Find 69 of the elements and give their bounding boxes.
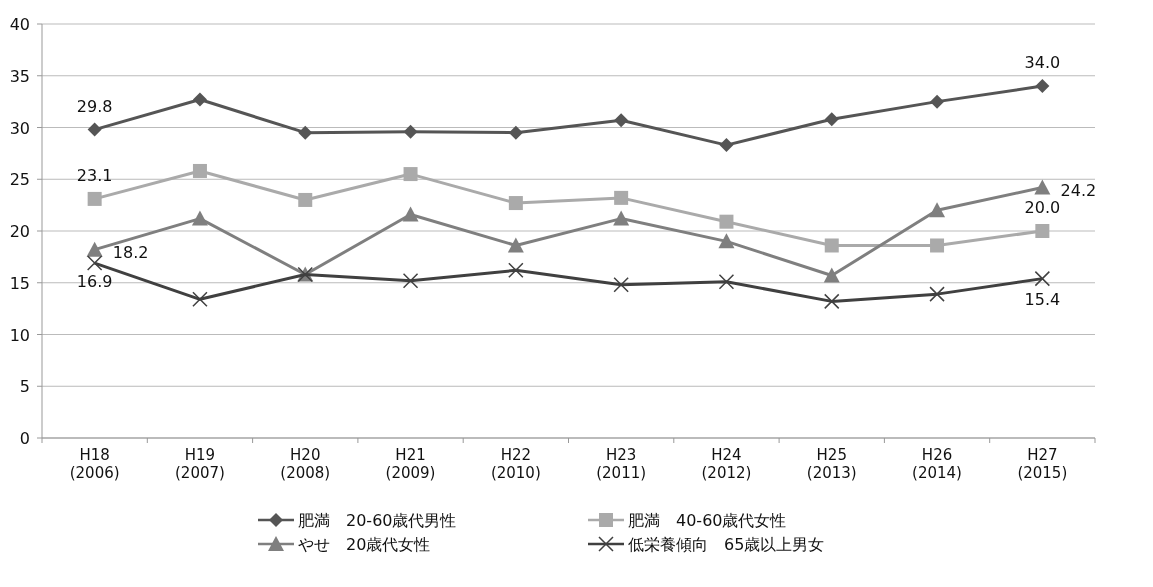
point <box>403 124 418 139</box>
point <box>613 210 630 226</box>
x-tick-label: H27 (2015) <box>1017 446 1068 482</box>
x-tick-label: H18 (2006) <box>69 446 120 482</box>
y-tick-label: 0 <box>19 429 30 448</box>
legend-label: 肥満 40-60歳代女性 <box>628 511 787 530</box>
point <box>192 291 208 308</box>
x-tick-label: H19 (2007) <box>175 446 225 482</box>
x-tick-label: H23 (2011) <box>596 446 647 482</box>
point <box>1035 79 1050 94</box>
point <box>191 210 208 226</box>
point <box>614 113 629 128</box>
data-label: 34.0 <box>1024 53 1061 73</box>
legend-label: 肥満 20-60歳代男性 <box>298 511 457 530</box>
y-tick-label: 40 <box>9 15 30 34</box>
data-label: 18.2 <box>112 242 149 262</box>
point <box>402 206 419 222</box>
point <box>719 214 734 229</box>
point <box>718 273 735 290</box>
point <box>87 122 102 137</box>
point <box>508 262 524 279</box>
x-tick-label: H26 (2014) <box>912 446 962 482</box>
point <box>613 277 629 293</box>
point <box>929 202 946 218</box>
point <box>298 192 313 207</box>
y-tick-label: 5 <box>19 377 30 397</box>
point <box>507 237 524 253</box>
point <box>823 267 840 283</box>
point <box>719 138 734 153</box>
data-label: 29.8 <box>76 96 113 116</box>
point <box>86 255 103 271</box>
x-tick-label: H24 (2012) <box>701 446 752 482</box>
data-label: 23.1 <box>76 165 113 185</box>
point <box>192 92 207 107</box>
x-tick-label: H22 (2010) <box>490 446 541 482</box>
legend-label: 低栄養傾向 65歳以上男女 <box>628 535 825 554</box>
point <box>508 125 523 140</box>
point <box>614 190 629 205</box>
point <box>1035 224 1050 238</box>
y-tick-label: 20 <box>9 222 30 241</box>
x-tick-label: H21 (2009) <box>385 446 436 482</box>
data-label: 15.4 <box>1024 289 1061 309</box>
y-tick-label: 30 <box>9 118 30 138</box>
point <box>824 238 839 253</box>
point <box>824 112 839 127</box>
point <box>402 272 419 289</box>
data-label: 24.2 <box>1060 180 1097 200</box>
point <box>508 196 523 211</box>
y-tick-label: 10 <box>9 325 30 345</box>
data-label: 20.0 <box>1024 198 1061 217</box>
point <box>86 241 103 257</box>
point <box>1034 179 1051 195</box>
point <box>1034 270 1051 287</box>
point <box>192 163 207 178</box>
y-tick-label: 15 <box>9 273 30 293</box>
point <box>824 293 840 310</box>
point <box>403 167 418 182</box>
point <box>930 238 945 253</box>
y-tick-label: 35 <box>9 66 30 86</box>
legend-label: やせ 20歳代女性 <box>298 535 431 554</box>
point <box>930 94 945 109</box>
x-tick-label: H20 (2008) <box>280 446 331 482</box>
y-tick-label: 25 <box>9 170 30 190</box>
point <box>718 233 735 249</box>
point <box>87 191 102 206</box>
point <box>929 286 945 302</box>
point <box>298 125 313 140</box>
x-tick-label: H25 (2013) <box>806 446 857 482</box>
data-label: 16.9 <box>76 272 113 292</box>
